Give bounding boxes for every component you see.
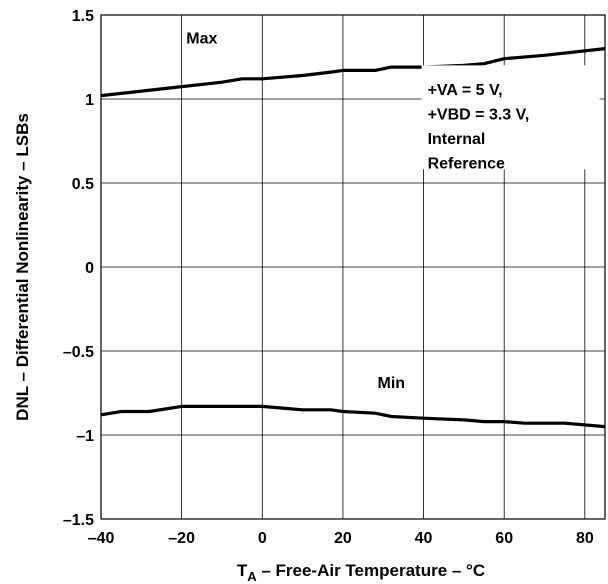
- x-tick-label: 80: [576, 530, 594, 547]
- condition-annotation: Max Min +VA = 5 V, +VBD = 3.3 V, Internal Ref…: [186, 31, 600, 392]
- x-axis-title-main: T: [237, 561, 248, 580]
- plot-frame: [100, 14, 606, 520]
- y-tick-label: 0.5: [72, 176, 94, 193]
- y-tick-label: 0: [85, 260, 94, 277]
- x-tick-label: 40: [415, 530, 433, 547]
- annotation-line: Reference: [428, 155, 505, 172]
- y-tick-label: –0.5: [63, 344, 94, 361]
- tick-labels: –40 –20 0 20 40 60 80 1.5 1 0.5 0 –0.5 –1 –1.5: [63, 8, 594, 547]
- y-tick-label: 1: [85, 92, 94, 109]
- x-tick-label: 20: [334, 530, 352, 547]
- series-line-max: [100, 47, 606, 98]
- series-line-min: [100, 404, 606, 429]
- x-tick-label: –40: [88, 530, 115, 547]
- x-axis-title-subscript: A: [247, 569, 257, 584]
- x-axis-title-rest: – Free-Air Temperature – °C: [257, 561, 486, 580]
- annotation-line: +VBD = 3.3 V,: [428, 106, 530, 123]
- y-tick-label: 1.5: [72, 8, 94, 25]
- annotation-line: +VA = 5 V,: [428, 82, 503, 99]
- series-label-max: Max: [186, 31, 217, 48]
- annotation-line: Internal: [428, 131, 486, 148]
- annotation-background: [421, 65, 600, 170]
- x-tick-label: 0: [258, 530, 267, 547]
- x-tick-label: 60: [495, 530, 513, 547]
- y-tick-label: –1: [76, 428, 94, 445]
- x-tick-label: –20: [168, 530, 195, 547]
- x-axis-title: TA – Free-Air Temperature – °C: [237, 561, 485, 584]
- series-lines: [100, 47, 606, 429]
- y-tick-label: –1.5: [63, 512, 94, 529]
- series-label-min: Min: [378, 375, 406, 392]
- y-axis-title: DNL – Differential Nonlinearity – LSBs: [13, 113, 32, 421]
